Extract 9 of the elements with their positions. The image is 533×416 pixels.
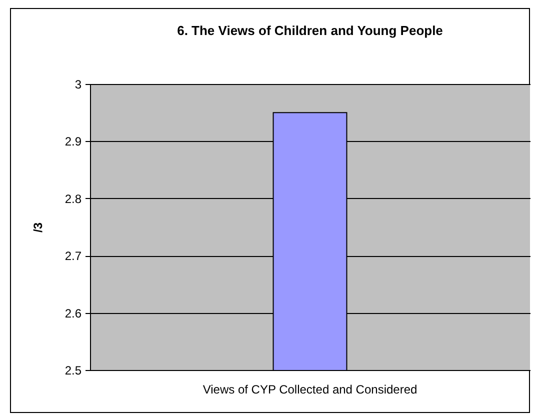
y-axis-title: /3 — [30, 222, 45, 233]
y-tick-label: 2.7 — [64, 249, 82, 264]
y-tick-label: 2.9 — [64, 134, 82, 149]
y-tick-label: 2.8 — [64, 192, 82, 206]
x-tick-label: Views of CYP Collected and Considered — [202, 382, 418, 396]
y-tick-label: 3 — [74, 78, 82, 92]
y-tick-label: 2.6 — [64, 306, 82, 320]
chart-title: 6. The Views of Children and Young People — [177, 23, 443, 38]
y-tick-label: 2.5 — [64, 364, 82, 378]
